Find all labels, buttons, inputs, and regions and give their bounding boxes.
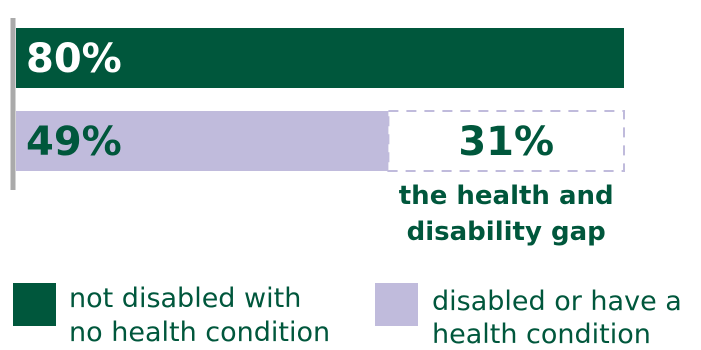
- gap-dashed-box: [387, 110, 625, 172]
- bar-disabled-label: 49%: [26, 119, 122, 165]
- bar-disabled: [16, 111, 389, 171]
- legend-swatch-disabled: [375, 283, 418, 326]
- gap-text-line-2: disability gap: [407, 217, 606, 247]
- gap-value-label: 31%: [458, 119, 554, 165]
- bar-not-disabled: [16, 28, 624, 88]
- bar-not-disabled-label: 80%: [26, 36, 122, 82]
- legend-swatch-not-disabled: [13, 283, 56, 326]
- legend-text-not-disabled-line-2: no health condition: [69, 317, 330, 348]
- gap-text-line-1: the health and: [399, 181, 614, 211]
- legend-text-disabled-line-2: health condition: [432, 319, 651, 350]
- legend-text-disabled-line-1: disabled or have a: [432, 286, 682, 317]
- legend-text-not-disabled-line-1: not disabled with: [69, 283, 301, 314]
